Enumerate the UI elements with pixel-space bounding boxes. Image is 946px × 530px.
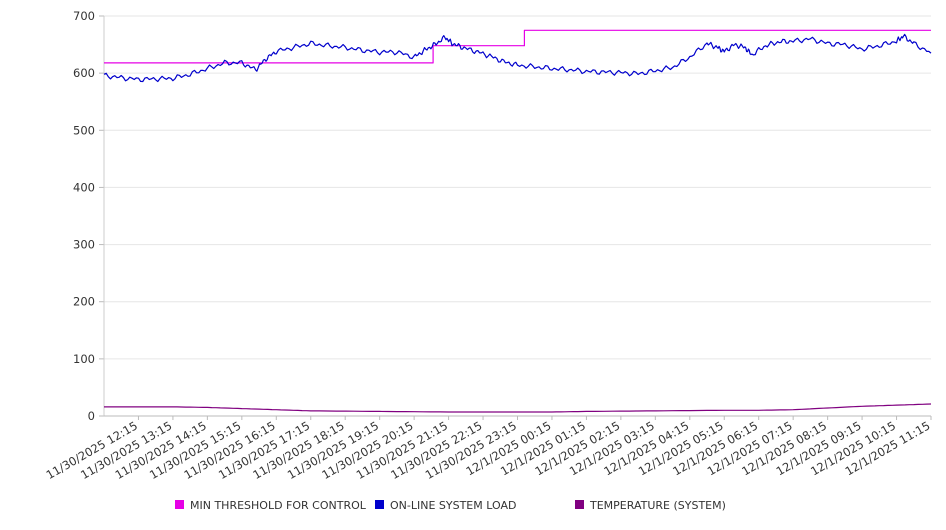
y-tick-label: 600: [73, 66, 95, 80]
legend-label[interactable]: TEMPERATURE (SYSTEM): [589, 499, 726, 512]
series-line-on-line-system-load: [103, 33, 932, 83]
y-tick-label: 400: [73, 180, 95, 194]
y-tick-label: 0: [88, 409, 95, 423]
grid-lines: [104, 15, 931, 360]
y-tick-label: 300: [73, 238, 95, 252]
y-tick-label: 700: [73, 9, 95, 23]
legend-swatch[interactable]: [375, 500, 384, 509]
legend-swatch[interactable]: [575, 500, 584, 509]
y-tick-label: 500: [73, 123, 95, 137]
series-line-temperature-system: [104, 403, 932, 413]
series-lines: [103, 29, 932, 413]
series-line-min-threshold-for-control: [104, 29, 931, 64]
legend-swatch[interactable]: [175, 500, 184, 509]
y-tick-label: 200: [73, 295, 95, 309]
y-tick-label: 100: [73, 352, 95, 366]
legend-label[interactable]: MIN THRESHOLD FOR CONTROL: [190, 499, 367, 512]
legend[interactable]: MIN THRESHOLD FOR CONTROL ON-LINE SYSTEM …: [175, 499, 726, 512]
legend-label[interactable]: ON-LINE SYSTEM LOAD: [390, 499, 516, 512]
